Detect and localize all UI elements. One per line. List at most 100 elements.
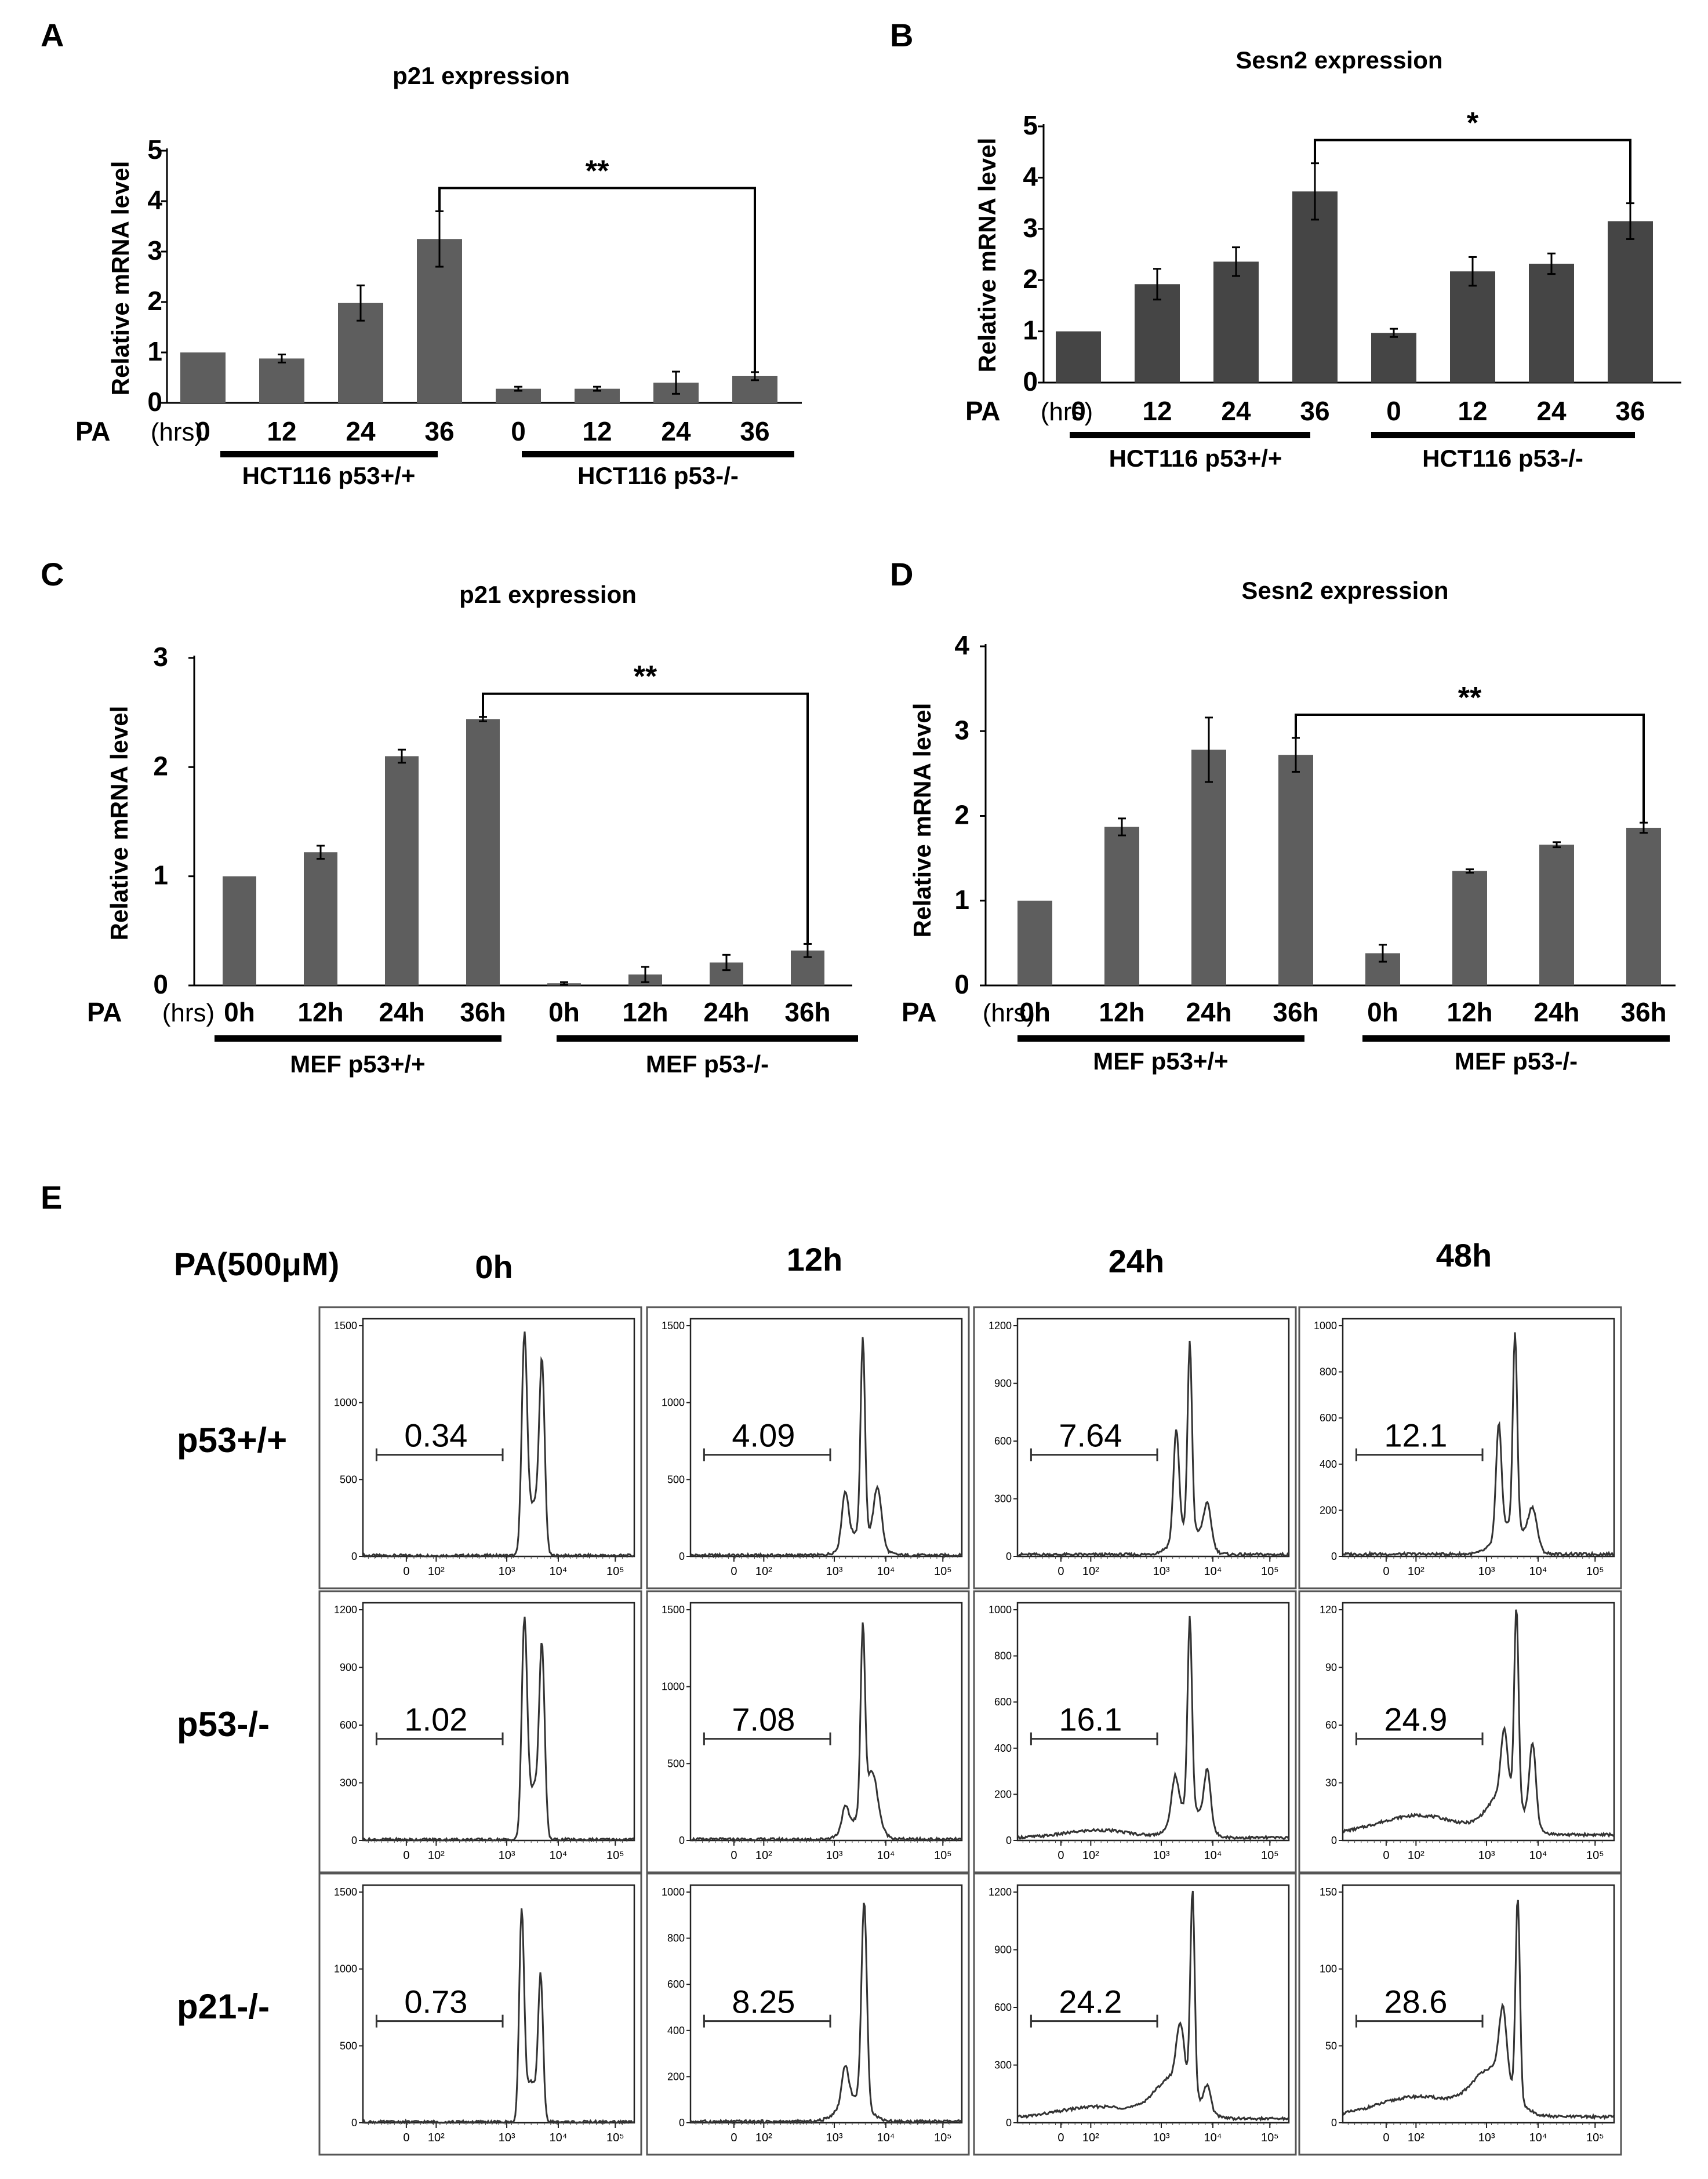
group-label: MEF p53-/-	[646, 1050, 769, 1078]
gate-value: 24.9	[1384, 1701, 1447, 1738]
x-tick-label: 10²	[1082, 1565, 1099, 1578]
y-tick-label: 1200	[989, 1320, 1012, 1332]
x-tick-label: 24h	[1186, 997, 1231, 1027]
significance-label: **	[1458, 681, 1482, 715]
treatment-label: PA(500μM)	[174, 1246, 339, 1282]
y-tick-label: 0	[1006, 1551, 1012, 1562]
bar	[1292, 191, 1338, 383]
treatment-label: PA	[75, 416, 111, 446]
y-tick-label: 3	[1023, 213, 1038, 243]
y-tick-label: 3	[954, 715, 969, 745]
y-tick-label: 1200	[989, 1886, 1012, 1898]
x-tick-label: 10²	[1408, 2131, 1424, 2144]
x-tick-label: 36	[1300, 396, 1329, 426]
y-tick-label: 3	[147, 235, 162, 265]
histogram-frame	[646, 1306, 970, 1589]
x-tick-label: 10⁴	[1529, 1565, 1547, 1578]
y-tick-label: 3	[153, 642, 168, 672]
histogram-frame	[1298, 1590, 1622, 1874]
x-tick-label: 10²	[755, 1849, 772, 1862]
bar	[1450, 271, 1495, 383]
y-tick-label: 5	[1023, 110, 1038, 140]
bar	[223, 876, 256, 985]
x-tick-label: 24	[346, 416, 376, 446]
column-title: 12h	[787, 1241, 843, 1278]
y-tick-label: 300	[994, 1493, 1012, 1505]
x-tick-label: 10³	[1478, 1565, 1495, 1578]
x-tick-label: 10²	[428, 2131, 445, 2144]
x-tick-label: 10⁴	[1204, 1849, 1222, 1862]
chart-title: Sesn2 expression	[1241, 577, 1448, 604]
x-tick-label: 0	[403, 1849, 409, 1862]
x-tick-label: 10²	[1408, 1565, 1424, 1578]
y-tick-label: 0	[1331, 1551, 1337, 1562]
y-tick-label: 150	[1320, 1886, 1337, 1898]
histogram-cell: 0 300 600 900 1200 0 10² 10³ 10⁴ 10⁵ 7.64	[973, 1306, 1297, 1589]
gate-value: 16.1	[1059, 1701, 1122, 1738]
bar	[1608, 221, 1653, 383]
column-title: 24h	[1109, 1243, 1165, 1279]
x-tick-label: 10⁵	[606, 1565, 624, 1578]
bar	[1191, 750, 1226, 985]
y-tick-label: 0	[954, 969, 969, 999]
gate-value: 4.09	[732, 1417, 795, 1454]
y-tick-label: 800	[1320, 1366, 1337, 1378]
y-tick-label: 900	[994, 1378, 1012, 1389]
group-label: HCT116 p53-/-	[1422, 445, 1583, 472]
histogram-cell: 0 500 1000 1500 0 10² 10³ 10⁴ 10⁵ 4.09	[646, 1306, 970, 1589]
histogram-cell: 0 200 400 600 800 1000 0 10² 10³ 10⁴ 10⁵ 8.25	[646, 1872, 970, 2156]
y-tick-label: 600	[994, 2002, 1012, 2013]
panel-letter: E	[41, 1179, 62, 1216]
histogram-cell: 0 300 600 900 1200 0 10² 10³ 10⁴ 10⁵ 24.2	[973, 1872, 1297, 2156]
histogram-frame	[318, 1872, 642, 2156]
y-tick-label: 600	[1320, 1412, 1337, 1424]
histogram-trace	[362, 1331, 635, 1559]
y-tick-label: 800	[994, 1650, 1012, 1662]
histogram-cell: 0 50 100 150 0 10² 10³ 10⁴ 10⁵ 28.6	[1298, 1872, 1622, 2156]
group-line	[557, 1035, 858, 1042]
x-tick-label: 12	[1458, 396, 1487, 426]
x-tick-label: 24	[661, 416, 691, 446]
y-axis-label: Relative mRNA level	[973, 138, 1001, 373]
y-tick-label: 900	[994, 1944, 1012, 1956]
chart-C: p21 expression Relative mRNA level 0 1 2 3 0h 1…	[87, 581, 858, 1078]
unit-label: (hrs)	[983, 999, 1035, 1027]
y-tick-label: 0	[1023, 366, 1038, 396]
y-axis-label: Relative mRNA level	[908, 703, 936, 938]
x-tick-label: 12h	[622, 997, 668, 1027]
x-tick-label: 0	[1057, 1849, 1064, 1862]
histogram-frame	[973, 1306, 1297, 1589]
histogram-trace	[689, 1337, 963, 1559]
x-tick-label: 10³	[826, 2131, 843, 2144]
x-tick-label: 10²	[1082, 1849, 1099, 1862]
chart-title: Sesn2 expression	[1235, 46, 1442, 74]
treatment-label: PA	[965, 396, 1001, 426]
histogram-trace	[1342, 1332, 1615, 1558]
bar	[1626, 827, 1661, 985]
y-tick-label: 90	[1325, 1662, 1337, 1674]
x-tick-label: 10³	[1153, 1565, 1170, 1578]
y-tick-label: 0	[1331, 2117, 1337, 2129]
x-tick-label: 10³	[826, 1565, 843, 1578]
gate-value: 1.02	[404, 1701, 467, 1738]
x-tick-label: 10³	[1153, 2131, 1170, 2144]
panel-letter: A	[41, 17, 64, 53]
y-tick-label: 0	[1006, 1835, 1012, 1846]
x-tick-label: 24	[1536, 396, 1567, 426]
bar	[385, 756, 419, 985]
histogram-trace	[1342, 1900, 1615, 2120]
x-tick-label: 10³	[499, 2131, 515, 2144]
significance-label: *	[1467, 107, 1479, 140]
y-tick-label: 200	[667, 2071, 685, 2082]
bar	[1371, 333, 1416, 383]
y-tick-label: 600	[994, 1696, 1012, 1708]
bar	[1017, 900, 1052, 985]
x-tick-label: 36h	[784, 997, 830, 1027]
y-tick-label: 500	[667, 1758, 685, 1769]
histogram-trace	[362, 1616, 635, 1843]
y-tick-label: 1	[1023, 315, 1038, 345]
chart-title: p21 expression	[459, 581, 637, 608]
y-tick-label: 1500	[662, 1604, 685, 1616]
y-tick-label: 400	[667, 2025, 685, 2036]
row-label: p53-/-	[177, 1705, 270, 1744]
